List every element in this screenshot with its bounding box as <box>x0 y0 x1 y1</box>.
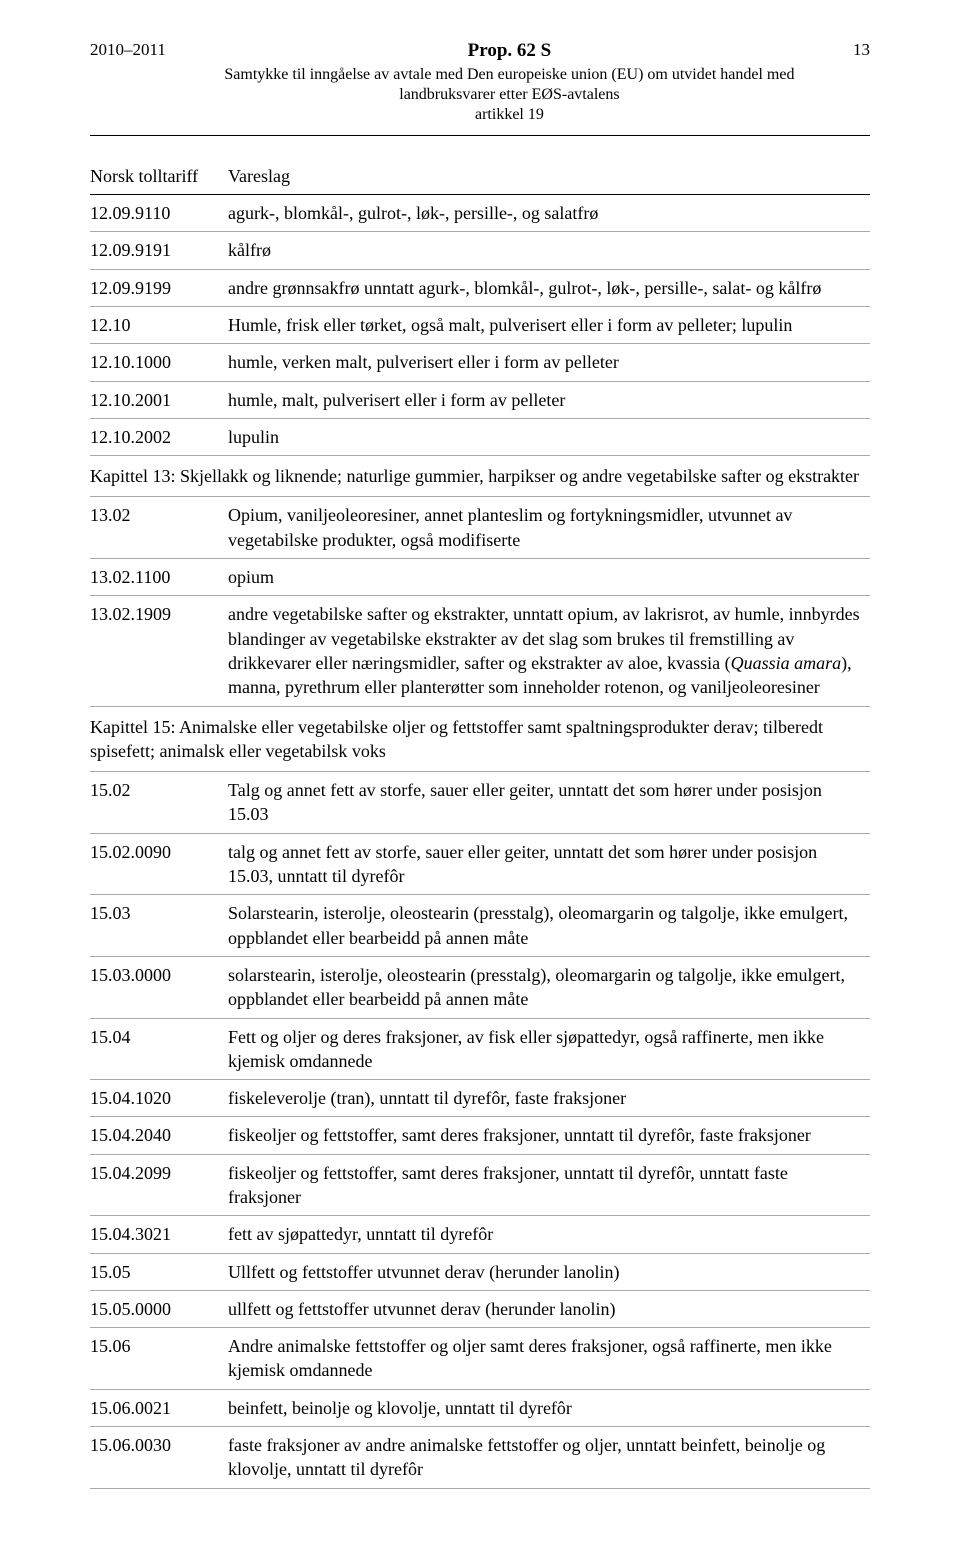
tariff-description: beinfett, beinolje og klovolje, unntatt … <box>228 1389 870 1426</box>
tariff-description: lupulin <box>228 418 870 455</box>
tariff-description: fiskeoljer og fettstoffer, samt deres fr… <box>228 1117 870 1154</box>
table-header-code: Norsk tolltariff <box>90 160 228 195</box>
tariff-code: 12.09.9110 <box>90 195 228 232</box>
tariff-description: Ullfett og fettstoffer utvunnet derav (h… <box>228 1253 870 1290</box>
table-header-desc: Vareslag <box>228 160 870 195</box>
tariff-description: kålfrø <box>228 232 870 269</box>
table-row: 15.06.0021beinfett, beinolje og klovolje… <box>90 1389 870 1426</box>
tariff-description: fiskeoljer og fettstoffer, samt deres fr… <box>228 1154 870 1216</box>
tariff-description: humle, verken malt, pulverisert eller i … <box>228 344 870 381</box>
table-row: 12.10.1000humle, verken malt, pulveriser… <box>90 344 870 381</box>
header-page-number: 13 <box>853 40 870 60</box>
table-chapter-row: Kapittel 15: Animalske eller vegetabilsk… <box>90 706 870 772</box>
header-subtitle-line2: artikkel 19 <box>475 106 544 123</box>
table-row: 15.04.1020fiskeleverolje (tran), unntatt… <box>90 1080 870 1117</box>
table-chapter-row: Kapittel 13: Skjellakk og liknende; natu… <box>90 456 870 497</box>
tariff-description: Talg og annet fett av storfe, sauer elle… <box>228 772 870 834</box>
tariff-code: 15.05 <box>90 1253 228 1290</box>
table-row: 12.10.2002lupulin <box>90 418 870 455</box>
tariff-code: 15.04.2099 <box>90 1154 228 1216</box>
table-row: 15.05Ullfett og fettstoffer utvunnet der… <box>90 1253 870 1290</box>
tariff-table: Norsk tolltariff Vareslag 12.09.9110agur… <box>90 160 870 1489</box>
tariff-description: solarstearin, isterolje, oleostearin (pr… <box>228 956 870 1018</box>
table-row: 15.06.0030faste fraksjoner av andre anim… <box>90 1427 870 1489</box>
tariff-description: Humle, frisk eller tørket, også malt, pu… <box>228 306 870 343</box>
tariff-code: 15.02 <box>90 772 228 834</box>
table-row: 15.05.0000ullfett og fettstoffer utvunne… <box>90 1290 870 1327</box>
tariff-code: 12.10.2002 <box>90 418 228 455</box>
table-row: 12.09.9191kålfrø <box>90 232 870 269</box>
table-row: 15.03Solarstearin, isterolje, oleosteari… <box>90 895 870 957</box>
tariff-description: Opium, vaniljeoleoresiner, annet plantes… <box>228 497 870 559</box>
tariff-code: 15.03.0000 <box>90 956 228 1018</box>
table-row: 12.09.9199andre grønnsakfrø unntatt agur… <box>90 269 870 306</box>
table-row: 15.03.0000solarstearin, isterolje, oleos… <box>90 956 870 1018</box>
table-row: 15.02Talg og annet fett av storfe, sauer… <box>90 772 870 834</box>
table-row: 15.02.0090talg og annet fett av storfe, … <box>90 833 870 895</box>
chapter-heading: Kapittel 13: Skjellakk og liknende; natu… <box>90 456 870 497</box>
tariff-description: humle, malt, pulverisert eller i form av… <box>228 381 870 418</box>
tariff-code: 12.10 <box>90 306 228 343</box>
tariff-code: 15.04 <box>90 1018 228 1080</box>
header-title: Prop. 62 S <box>178 40 841 63</box>
tariff-code: 15.05.0000 <box>90 1290 228 1327</box>
header-rule <box>90 135 870 136</box>
tariff-description: faste fraksjoner av andre animalske fett… <box>228 1427 870 1489</box>
table-row: 15.04.2040fiskeoljer og fettstoffer, sam… <box>90 1117 870 1154</box>
table-row: 13.02Opium, vaniljeoleoresiner, annet pl… <box>90 497 870 559</box>
tariff-code: 15.03 <box>90 895 228 957</box>
tariff-description: talg og annet fett av storfe, sauer elle… <box>228 833 870 895</box>
tariff-code: 13.02.1909 <box>90 596 228 706</box>
tariff-code: 12.09.9191 <box>90 232 228 269</box>
tariff-description: andre grønnsakfrø unntatt agurk-, blomkå… <box>228 269 870 306</box>
header-subtitle: Samtykke til inngåelse av avtale med Den… <box>178 65 841 125</box>
table-row: 13.02.1909andre vegetabilske safter og e… <box>90 596 870 706</box>
header-subtitle-line1: Samtykke til inngåelse av avtale med Den… <box>224 66 794 103</box>
tariff-code: 15.04.3021 <box>90 1216 228 1253</box>
tariff-description: opium <box>228 559 870 596</box>
table-row: 12.09.9110agurk-, blomkål-, gulrot-, løk… <box>90 195 870 232</box>
tariff-code: 15.06.0030 <box>90 1427 228 1489</box>
header-center: Prop. 62 S Samtykke til inngåelse av avt… <box>166 40 853 125</box>
tariff-code: 15.04.2040 <box>90 1117 228 1154</box>
tariff-code: 15.06.0021 <box>90 1389 228 1426</box>
tariff-code: 15.02.0090 <box>90 833 228 895</box>
tariff-code: 13.02 <box>90 497 228 559</box>
tariff-description: Fett og oljer og deres fraksjoner, av fi… <box>228 1018 870 1080</box>
table-row: 15.04Fett og oljer og deres fraksjoner, … <box>90 1018 870 1080</box>
tariff-description: andre vegetabilske safter og ekstrakter,… <box>228 596 870 706</box>
chapter-heading: Kapittel 15: Animalske eller vegetabilsk… <box>90 706 870 772</box>
tariff-description: agurk-, blomkål-, gulrot-, løk-, persill… <box>228 195 870 232</box>
header-left: 2010–2011 <box>90 40 166 60</box>
tariff-description: fett av sjøpattedyr, unntatt til dyrefôr <box>228 1216 870 1253</box>
table-row: 13.02.1100opium <box>90 559 870 596</box>
tariff-code: 12.10.2001 <box>90 381 228 418</box>
table-header-row: Norsk tolltariff Vareslag <box>90 160 870 195</box>
tariff-code: 13.02.1100 <box>90 559 228 596</box>
tariff-code: 12.10.1000 <box>90 344 228 381</box>
page: 2010–2011 Prop. 62 S Samtykke til inngåe… <box>0 0 960 1549</box>
table-row: 12.10.2001humle, malt, pulverisert eller… <box>90 381 870 418</box>
tariff-description: ullfett og fettstoffer utvunnet derav (h… <box>228 1290 870 1327</box>
tariff-code: 15.04.1020 <box>90 1080 228 1117</box>
tariff-description: Solarstearin, isterolje, oleostearin (pr… <box>228 895 870 957</box>
running-header: 2010–2011 Prop. 62 S Samtykke til inngåe… <box>90 40 870 125</box>
table-row: 15.06Andre animalske fettstoffer og olje… <box>90 1328 870 1390</box>
tariff-code: 15.06 <box>90 1328 228 1390</box>
table-body: 12.09.9110agurk-, blomkål-, gulrot-, løk… <box>90 195 870 1489</box>
table-row: 15.04.3021fett av sjøpattedyr, unntatt t… <box>90 1216 870 1253</box>
tariff-code: 12.09.9199 <box>90 269 228 306</box>
table-row: 12.10Humle, frisk eller tørket, også mal… <box>90 306 870 343</box>
table-row: 15.04.2099fiskeoljer og fettstoffer, sam… <box>90 1154 870 1216</box>
tariff-description: fiskeleverolje (tran), unntatt til dyref… <box>228 1080 870 1117</box>
tariff-description: Andre animalske fettstoffer og oljer sam… <box>228 1328 870 1390</box>
